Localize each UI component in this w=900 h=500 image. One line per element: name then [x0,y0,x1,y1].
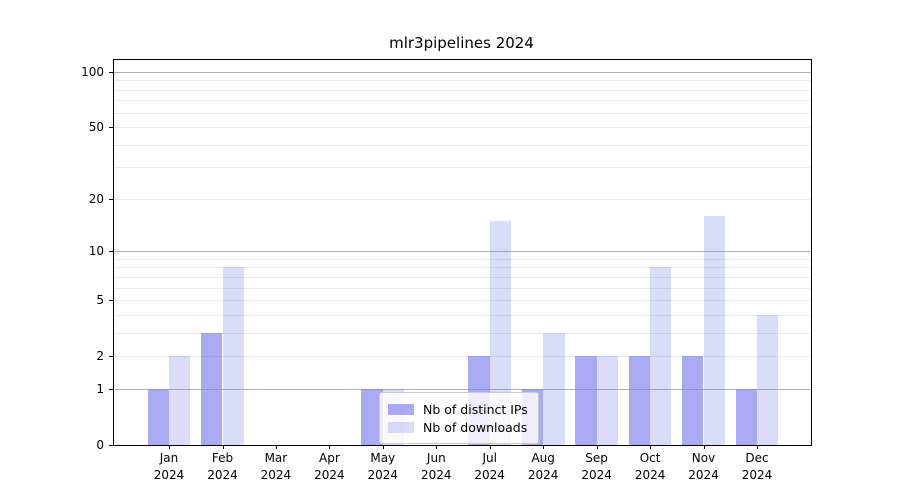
bar-downloads-dec [757,314,779,445]
x-tick-label-nov: Nov 2024 [672,450,736,483]
gridline-major [114,389,811,390]
y-tick-label-20: 20 [88,191,104,206]
gridline-minor [114,100,811,102]
x-tick-year: 2024 [153,467,185,482]
x-tick-label-mar: Mar 2024 [244,450,308,483]
y-tick-mark [109,251,113,253]
gridline-major [114,251,811,253]
x-tick-mark [169,445,170,449]
gridline-minor [114,89,811,91]
gridline-minor [114,112,811,114]
gridline-minor [114,167,811,169]
y-tick-label-10: 10 [88,244,104,259]
x-tick-mark [436,445,438,449]
gridline-minor [114,267,811,269]
x-tick-label-aug: Aug 2024 [511,450,575,483]
legend: Nb of distinct IPs Nb of downloads [379,392,539,444]
bar-distinct-ips-may [361,389,383,445]
bar-downloads-aug [543,332,565,445]
y-tick-label-0: 0 [96,438,104,452]
gridline-minor [114,287,811,289]
y-tick-mark [109,356,113,358]
x-tick-year: 2024 [634,467,666,482]
bar-distinct-ips-feb [201,332,223,445]
bar-downloads-sep [596,356,618,445]
gridline-minor [114,332,811,334]
y-tick-mark [109,445,113,446]
bar-downloads-jul [489,220,512,445]
bar-distinct-ips-sep [575,356,597,445]
x-tick-year: 2024 [581,467,612,482]
x-tick-mark [382,445,384,449]
y-tick-label-50: 50 [88,120,104,135]
x-tick-label-dec: Dec 2024 [725,450,789,483]
y-tick-mark [109,389,113,390]
x-tick-label-feb: Feb 2024 [191,450,255,483]
bar-downloads-oct [650,267,672,445]
x-tick-label-jan: Jan 2024 [137,450,201,483]
x-tick-year: 2024 [421,467,452,482]
plot-area: Nb of distinct IPs Nb of downloads Jan 20… [81,59,812,482]
x-tick-label-jul: Jul 2024 [458,450,522,483]
y-tick-mark [109,127,113,129]
y-tick-label-100: 100 [81,64,104,79]
x-tick-label-sep: Sep 2024 [565,450,629,483]
x-tick-year: 2024 [207,467,238,482]
gridline-major [114,71,811,73]
x-tick-year: 2024 [260,467,292,482]
x-tick-year: 2024 [688,467,719,482]
bar-distinct-ips-nov [682,356,704,445]
gridline-minor [114,314,811,316]
legend-label-distinct-ips: Nb of distinct IPs [423,401,528,417]
gridline-minor [114,127,811,129]
x-tick-year: 2024 [527,467,559,482]
gridline-minor [114,258,811,260]
x-tick-mark [543,445,545,449]
legend-label-downloads: Nb of downloads [423,419,528,435]
x-tick-mark [329,445,331,449]
x-tick-label-jun: Jun 2024 [404,450,468,483]
y-tick-label-2: 2 [96,349,104,364]
legend-item-downloads: Nb of downloads [388,419,528,435]
gridline-minor [114,356,811,358]
x-tick-year: 2024 [367,467,399,482]
x-tick-mark [275,445,277,449]
legend-item-distinct-ips: Nb of distinct IPs [388,401,528,417]
y-tick-mark [109,300,113,302]
x-tick-mark [650,445,652,449]
bar-distinct-ips-oct [628,356,651,445]
y-tick-mark [109,71,113,73]
x-tick-year: 2024 [741,467,773,482]
y-tick-label-1: 1 [96,382,104,396]
bar-distinct-ips-jan [147,389,169,445]
gridline-minor [114,276,811,278]
bar-downloads-nov [703,215,725,445]
gridline-minor [114,300,811,302]
y-tick-label-5: 5 [96,293,104,308]
x-tick-mark [757,445,758,449]
bar-downloads-feb [222,267,244,445]
legend-swatch-downloads-icon [388,421,414,433]
x-tick-mark [703,445,705,449]
bar-distinct-ips-dec [735,389,757,445]
x-tick-year: 2024 [314,467,345,482]
x-tick-mark [222,445,224,449]
x-tick-label-may: May 2024 [351,450,415,483]
gridline-minor [114,198,811,200]
x-tick-mark [596,445,598,449]
x-tick-mark [489,445,491,449]
legend-swatch-distinct-ips-icon [388,403,414,415]
x-tick-label-apr: Apr 2024 [297,450,361,483]
x-tick-year: 2024 [474,467,505,482]
y-tick-mark [109,198,113,200]
x-tick-label-oct: Oct 2024 [618,450,682,483]
bar-downloads-jan [169,356,191,445]
gridline-minor [114,80,811,82]
gridline-minor [114,144,811,146]
chart-title: mlr3pipelines 2024 [389,34,534,52]
